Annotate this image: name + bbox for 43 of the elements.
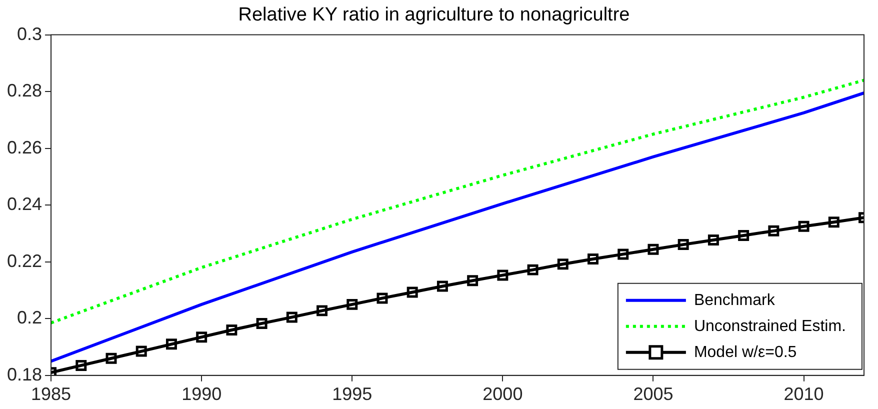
y-tick-label: 0.2	[17, 308, 42, 328]
point	[106, 352, 117, 364]
x-tick-label: 1990	[182, 384, 222, 404]
x-tick-label: 1995	[332, 384, 372, 404]
point	[76, 360, 87, 371]
point	[286, 312, 298, 323]
point	[346, 298, 358, 310]
point	[166, 338, 177, 350]
point	[557, 258, 568, 270]
point	[527, 264, 538, 276]
legend-label: Model w/ε=0.5	[694, 344, 797, 361]
point	[618, 248, 629, 260]
point	[768, 225, 780, 236]
point	[828, 216, 840, 228]
point	[406, 286, 418, 298]
point	[196, 332, 208, 343]
point	[226, 324, 238, 336]
point	[316, 305, 328, 316]
y-tick-label: 0.28	[6, 80, 42, 101]
x-tick-label: 2000	[482, 384, 523, 404]
point	[376, 292, 388, 304]
point	[256, 318, 268, 329]
x-tick-label: 2010	[784, 384, 824, 404]
point	[497, 270, 508, 281]
y-tick-label: 0.22	[6, 250, 42, 271]
point	[798, 220, 810, 232]
x-tick-label: 2005	[633, 384, 674, 404]
point	[467, 275, 478, 286]
x-tick-label: 1985	[31, 384, 72, 404]
point	[588, 254, 599, 265]
y-tick-label: 0.18	[6, 364, 42, 384]
chart-title: Relative KY ratio in agriculture to nonagricultre	[238, 4, 630, 26]
point	[648, 244, 659, 255]
y-tick-label: 0.3	[17, 24, 42, 44]
point	[708, 234, 719, 246]
point	[738, 230, 750, 241]
y-tick-label: 0.24	[6, 194, 42, 214]
point	[678, 239, 689, 250]
y-tick-label: 0.26	[6, 137, 42, 158]
legend-label: Benchmark	[694, 292, 776, 309]
point	[436, 280, 448, 292]
legend-label: Unconstrained Estim.	[694, 318, 846, 335]
point	[136, 346, 147, 357]
